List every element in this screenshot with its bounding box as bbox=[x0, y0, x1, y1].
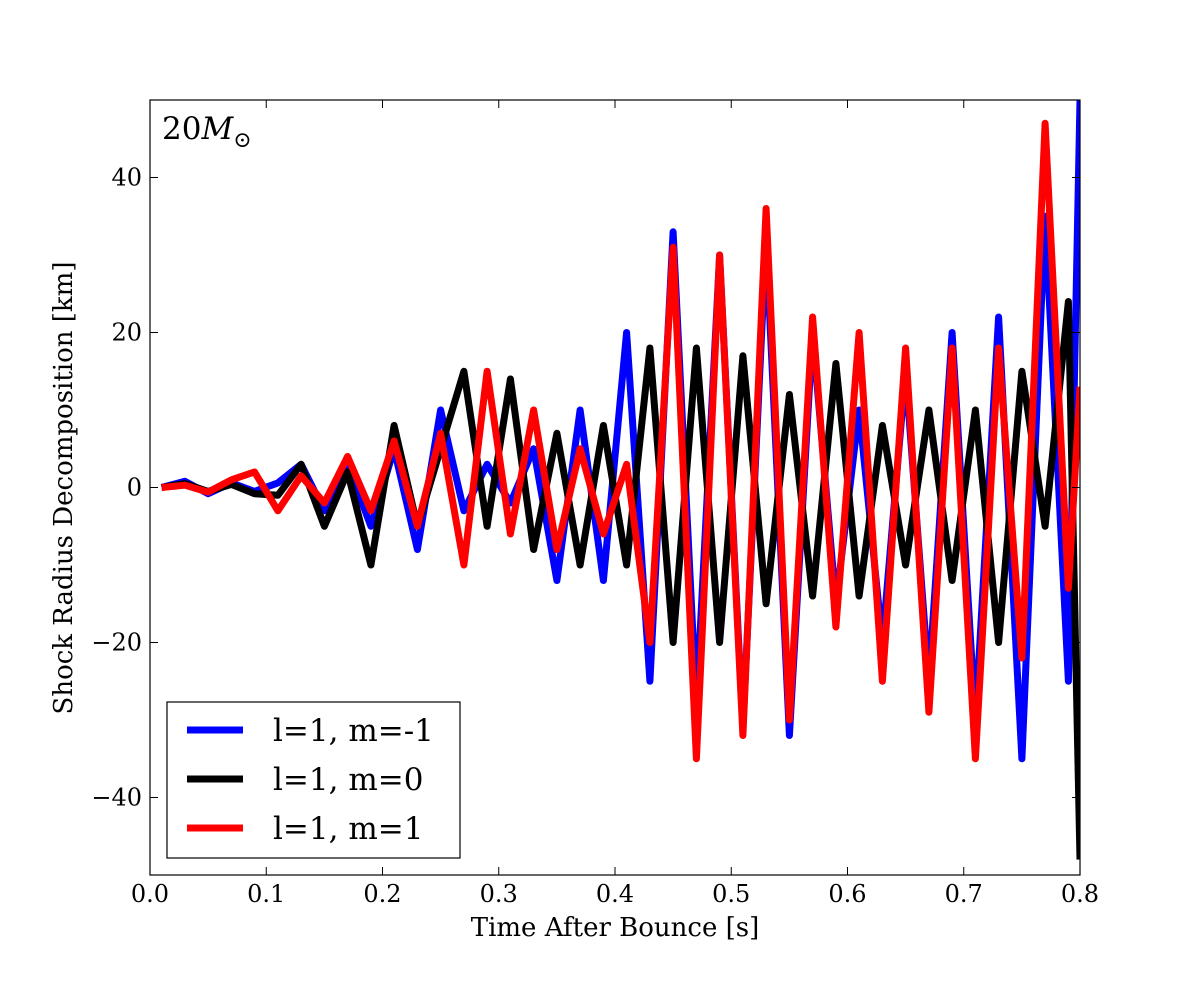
series-line-0 bbox=[160, 100, 1080, 763]
series-line-2 bbox=[161, 119, 1080, 763]
y-tick-label-1: −20 bbox=[91, 629, 142, 657]
y-axis-title: Shock Radius Decomposition [km] bbox=[49, 262, 79, 715]
y-tick-label-0: −40 bbox=[91, 784, 142, 812]
x-tick-label-1: 0.1 bbox=[247, 880, 285, 908]
x-axis-title: Time After Bounce [s] bbox=[471, 913, 760, 943]
legend-label-1: l=1, m=0 bbox=[273, 762, 423, 798]
mass-annotation: 20M⊙ bbox=[162, 111, 252, 153]
y-tick-label-4: 40 bbox=[111, 164, 142, 192]
x-tick-label-8: 0.8 bbox=[1061, 880, 1099, 908]
x-tick-label-4: 0.4 bbox=[596, 880, 634, 908]
x-tick-label-0: 0.0 bbox=[131, 880, 169, 908]
ticks bbox=[149, 100, 1081, 875]
series-line-1 bbox=[161, 298, 1080, 860]
x-tick-label-2: 0.2 bbox=[363, 880, 401, 908]
x-tick-label-5: 0.5 bbox=[712, 880, 750, 908]
legend-label-0: l=1, m=-1 bbox=[273, 713, 434, 749]
x-tick-label-7: 0.7 bbox=[945, 880, 983, 908]
x-tick-label-6: 0.6 bbox=[828, 880, 866, 908]
tick-labels: 0.0 0.1 0.2 0.3 0.4 0.5 0.6 0.7 0.8 −40 −20 0 20 40 bbox=[91, 164, 1099, 909]
x-tick-label-3: 0.3 bbox=[480, 880, 518, 908]
legend-label-2: l=1, m=1 bbox=[273, 811, 423, 847]
plot-lines bbox=[160, 100, 1080, 860]
legend: l=1, m=-1 l=1, m=0 l=1, m=1 bbox=[166, 701, 461, 859]
y-tick-label-3: 20 bbox=[111, 319, 142, 347]
y-tick-label-2: 0 bbox=[127, 474, 142, 502]
